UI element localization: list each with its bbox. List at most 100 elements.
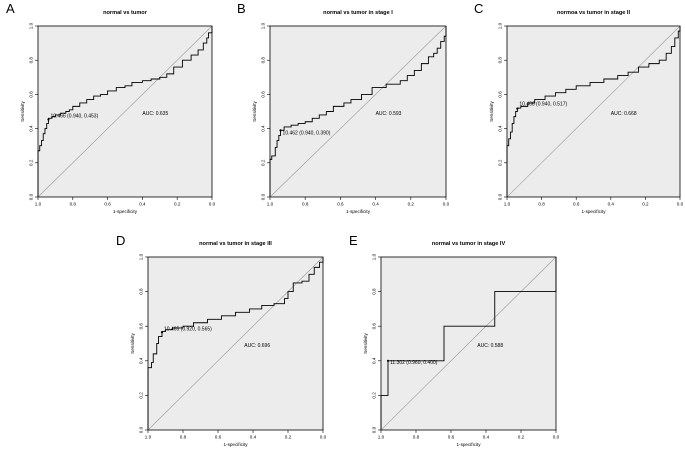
x-tick-label: 0.2 xyxy=(408,202,415,207)
y-tick-label: 0.0 xyxy=(139,426,144,433)
auc-label: AUC: 0.696 xyxy=(244,343,270,349)
panel-letter: B xyxy=(237,1,246,16)
roc-curve xyxy=(147,257,324,430)
y-tick-label: 0.8 xyxy=(498,57,503,64)
y-tick-label: 1.0 xyxy=(498,22,503,29)
y-axis-label: Sensitivity xyxy=(363,332,368,353)
y-axis-label: Sensitivity xyxy=(489,100,494,121)
threshold-label: 11.302 (0.960, 0.400) xyxy=(390,360,438,366)
y-tick-label: 0.4 xyxy=(498,125,503,132)
threshold-label: 10.466 (0.940, 0.453) xyxy=(50,114,98,120)
y-tick-label: 1.0 xyxy=(261,22,266,29)
x-tick-label: 1.0 xyxy=(504,202,511,207)
y-tick-label: 0.6 xyxy=(261,91,266,98)
panel-letter: A xyxy=(6,1,15,16)
y-tick-label: 0.2 xyxy=(498,159,503,166)
y-tick-label: 0.8 xyxy=(372,288,377,295)
y-tick-label: 0.4 xyxy=(139,357,144,364)
threshold-point xyxy=(516,107,519,110)
x-tick-label: 0.4 xyxy=(608,202,615,207)
x-tick-label: 1.0 xyxy=(35,202,42,207)
x-tick-label: 0.4 xyxy=(250,435,257,440)
y-tick-label: 0.8 xyxy=(29,57,34,64)
y-tick-label: 0.6 xyxy=(372,323,377,330)
x-tick-label: 0.2 xyxy=(285,435,292,440)
x-tick-label: 0.4 xyxy=(372,202,379,207)
reference-diagonal xyxy=(269,25,447,198)
reference-diagonal xyxy=(380,256,557,431)
x-axis-label: 1-specificity xyxy=(582,209,607,214)
y-axis-label: Sensitivity xyxy=(20,100,25,121)
x-tick-label: 0.6 xyxy=(104,202,111,207)
roc-curve xyxy=(506,26,681,197)
x-tick-label: 0.6 xyxy=(573,202,580,207)
x-tick-label: 0.2 xyxy=(174,202,181,207)
threshold-point xyxy=(386,359,390,362)
x-axis-label: 1-specificity xyxy=(346,209,371,214)
x-tick-label: 0.8 xyxy=(538,202,545,207)
auc-label: AUC: 0.668 xyxy=(611,111,637,117)
threshold-label: 10.462 (0.940, 0.390) xyxy=(283,130,331,136)
y-tick-label: 0.8 xyxy=(139,288,144,295)
roc-curve xyxy=(380,257,557,430)
threshold-point xyxy=(279,129,282,132)
auc-label: AUC: 0.593 xyxy=(376,111,402,117)
y-tick-label: 1.0 xyxy=(139,253,144,260)
y-tick-label: 0.2 xyxy=(261,159,266,166)
x-tick-label: 0.2 xyxy=(518,435,525,440)
x-tick-label: 0.0 xyxy=(677,202,684,207)
x-tick-label: 1.0 xyxy=(267,202,274,207)
y-tick-label: 0.0 xyxy=(261,193,266,200)
panel-title: normal vs tumor in stage IV xyxy=(432,241,506,247)
threshold-point xyxy=(160,331,164,334)
y-tick-label: 1.0 xyxy=(29,22,34,29)
x-axis-label: 1-specificity xyxy=(457,442,482,447)
x-tick-label: 0.0 xyxy=(443,202,450,207)
panel-title: normal vs tumor in stage I xyxy=(323,10,393,16)
panel-letter: C xyxy=(474,1,483,16)
threshold-point xyxy=(47,118,50,121)
y-tick-label: 0.4 xyxy=(372,357,377,364)
y-tick-label: 0.0 xyxy=(372,426,377,433)
y-tick-label: 0.0 xyxy=(498,193,503,200)
x-tick-label: 0.8 xyxy=(180,435,187,440)
x-tick-label: 0.4 xyxy=(483,435,490,440)
x-tick-label: 1.0 xyxy=(378,435,385,440)
reference-diagonal xyxy=(506,25,681,198)
y-tick-label: 1.0 xyxy=(372,253,377,260)
threshold-label: 10.466 (0.940, 0.517) xyxy=(519,102,567,108)
y-tick-label: 0.2 xyxy=(139,392,144,399)
x-tick-label: 0.2 xyxy=(642,202,649,207)
y-tick-label: 0.4 xyxy=(261,125,266,132)
y-tick-label: 0.6 xyxy=(498,91,503,98)
threshold-label: 10.465 (0.920, 0.565) xyxy=(164,326,212,332)
y-tick-label: 0.4 xyxy=(29,125,34,132)
x-tick-label: 0.8 xyxy=(302,202,309,207)
y-axis-label: Sensitivity xyxy=(252,100,257,121)
x-tick-label: 1.0 xyxy=(145,435,152,440)
x-tick-label: 0.6 xyxy=(337,202,344,207)
roc-curve xyxy=(37,26,213,197)
y-axis-label: Sensitivity xyxy=(130,332,135,353)
auc-label: AUC: 0.635 xyxy=(142,111,168,117)
auc-label: AUC: 0.588 xyxy=(477,343,503,349)
panel-letter: D xyxy=(116,233,125,248)
reference-diagonal xyxy=(147,256,324,431)
x-tick-label: 0.0 xyxy=(320,435,327,440)
x-tick-label: 0.0 xyxy=(553,435,560,440)
x-tick-label: 0.6 xyxy=(215,435,222,440)
x-tick-label: 0.6 xyxy=(448,435,455,440)
y-tick-label: 0.0 xyxy=(29,193,34,200)
reference-diagonal xyxy=(37,25,213,198)
panel-title: normal vs tumor in stage III xyxy=(199,241,272,247)
x-tick-label: 0.8 xyxy=(413,435,420,440)
panel-title: normoa vs tumor in stage II xyxy=(557,10,630,16)
y-tick-label: 0.8 xyxy=(261,57,266,64)
y-tick-label: 0.2 xyxy=(29,159,34,166)
